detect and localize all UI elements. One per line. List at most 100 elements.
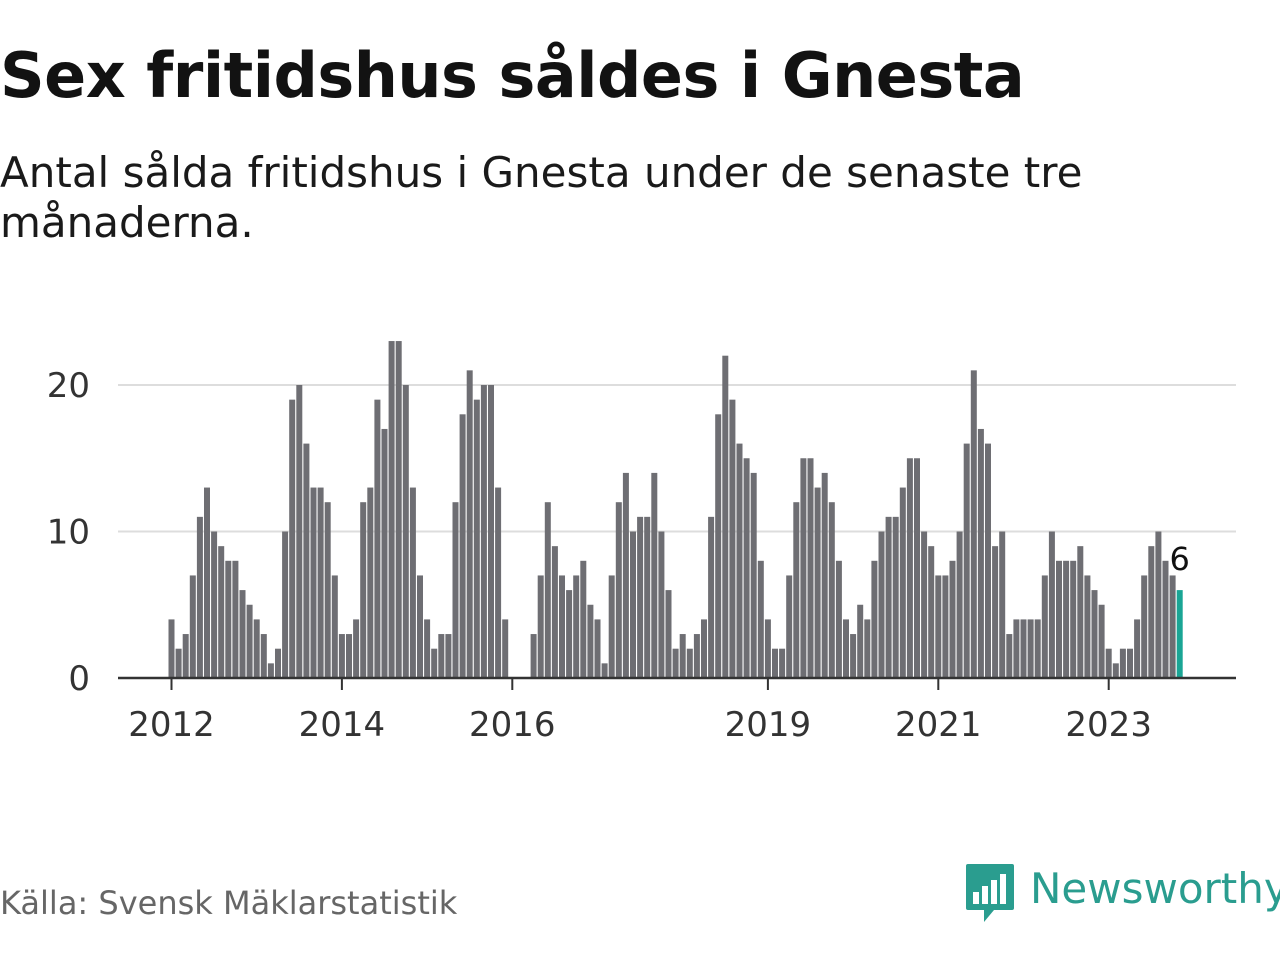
bar-2014-05 [367, 487, 374, 678]
bar-2019-03 [779, 648, 786, 678]
bars [168, 341, 1183, 678]
bar-2014-10 [402, 385, 409, 678]
bar-2023-07 [1148, 546, 1155, 678]
bar-2018-10 [743, 458, 750, 678]
bar-2012-02 [175, 648, 182, 678]
bar-2013-01 [253, 619, 260, 678]
y-tick-label-0: 0 [68, 659, 90, 699]
bar-2014-07 [381, 428, 388, 678]
gridlines [118, 384, 1236, 533]
bar-2019-08 [814, 487, 821, 678]
bar-2013-05 [282, 531, 289, 678]
bar-2023-02 [1112, 663, 1119, 678]
bar-2021-07 [977, 428, 984, 678]
bar-2018-04 [701, 619, 707, 678]
bar-2022-09 [1077, 546, 1084, 678]
bar-2021-09 [992, 546, 999, 678]
bar-2012-06 [204, 487, 210, 678]
bar-2018-03 [693, 634, 700, 678]
bar-2020-04 [871, 560, 878, 678]
bar-2017-09 [651, 472, 658, 678]
bar-2020-05 [878, 531, 885, 678]
bar-2017-03 [608, 575, 615, 678]
bar-2023-09 [1162, 560, 1169, 678]
bar-2019-06 [800, 458, 807, 678]
x-tick-label-2019: 2019 [725, 705, 812, 745]
bar-2014-06 [374, 399, 381, 678]
bar-2016-12 [587, 604, 594, 678]
bar-2019-07 [807, 458, 814, 678]
bar-2019-05 [793, 502, 800, 678]
bar-2013-06 [289, 399, 296, 678]
bar-2019-12 [843, 619, 849, 678]
y-tick-label-20: 20 [47, 366, 90, 406]
bar-2016-07 [551, 546, 558, 678]
bar-2017-04 [615, 502, 622, 678]
bar-2021-01 [935, 575, 942, 678]
data-label-last: 6 [1170, 540, 1190, 578]
bar-2022-02 [1027, 619, 1034, 678]
bar-2023-10 [1169, 575, 1176, 678]
chart-subtitle: Antal sålda fritidshus i Gnesta under de… [0, 148, 1083, 247]
bar-2018-01 [679, 634, 686, 678]
bar-2022-08 [1070, 560, 1077, 678]
x-axis: 2012 2014 2016 2019 2021 2023 [118, 676, 1236, 745]
bar-2012-07 [211, 531, 218, 678]
bar-2015-05 [452, 502, 459, 678]
bar-2016-05 [537, 575, 544, 678]
bar-2016-04 [530, 634, 537, 678]
bar-2013-03 [267, 663, 274, 678]
bar-2013-12 [331, 575, 338, 678]
bar-2015-03 [438, 634, 445, 678]
bar-2015-04 [445, 634, 452, 678]
bar-2021-03 [949, 560, 956, 678]
source-note: Källa: Svensk Mäklarstatistik [0, 884, 458, 922]
bar-2017-11 [665, 590, 672, 678]
bar-2018-08 [729, 399, 736, 678]
bar-2021-10 [999, 531, 1006, 678]
bar-2012-09 [225, 560, 232, 678]
bar-2014-01 [338, 634, 345, 678]
bar-2012-11 [239, 590, 246, 678]
bar-2015-02 [431, 648, 438, 678]
newsworthy-logo[interactable]: Newsworthy [964, 862, 1280, 926]
bar-2017-01 [594, 619, 601, 678]
bar-2022-06 [1056, 560, 1062, 678]
bar-2020-01 [850, 634, 857, 678]
bar-2020-02 [857, 604, 864, 678]
bar-2020-10 [914, 458, 920, 678]
bar-2019-10 [828, 502, 835, 678]
bar-2012-10 [232, 560, 239, 678]
bar-2014-09 [395, 341, 402, 678]
bar-2015-12 [502, 619, 509, 678]
bar-2012-05 [196, 516, 203, 678]
bar-2018-07 [722, 355, 729, 678]
bar-2015-11 [495, 487, 502, 678]
bar-2015-06 [459, 414, 466, 678]
chart-title: Sex fritidshus såldes i Gnesta [0, 39, 1025, 112]
bar-2017-06 [630, 531, 636, 678]
bar-2022-10 [1084, 575, 1091, 678]
bar-2021-04 [956, 531, 963, 678]
bar-2017-02 [601, 663, 608, 678]
bar-2020-09 [906, 458, 913, 678]
bar-2020-12 [928, 546, 935, 678]
bar-2013-04 [275, 648, 281, 678]
bar-2022-01 [1020, 619, 1027, 678]
bar-2020-07 [892, 516, 899, 678]
bar-2023-04 [1127, 648, 1133, 678]
bar-2019-09 [821, 472, 828, 678]
bar-2013-10 [317, 487, 324, 678]
x-tick-label-2016: 2016 [469, 705, 556, 745]
bar-2014-11 [409, 487, 416, 678]
newsworthy-bar-chart-icon [966, 864, 1014, 922]
bar-2012-03 [182, 634, 189, 678]
bar-2014-08 [388, 341, 395, 678]
x-tick-label-2023: 2023 [1065, 705, 1152, 745]
bar-2019-11 [835, 560, 842, 678]
bar-2013-08 [303, 443, 310, 678]
bar-2017-10 [658, 531, 665, 678]
bar-2013-02 [260, 634, 267, 678]
bar-2021-12 [1013, 619, 1020, 678]
bar-2021-05 [963, 443, 970, 678]
